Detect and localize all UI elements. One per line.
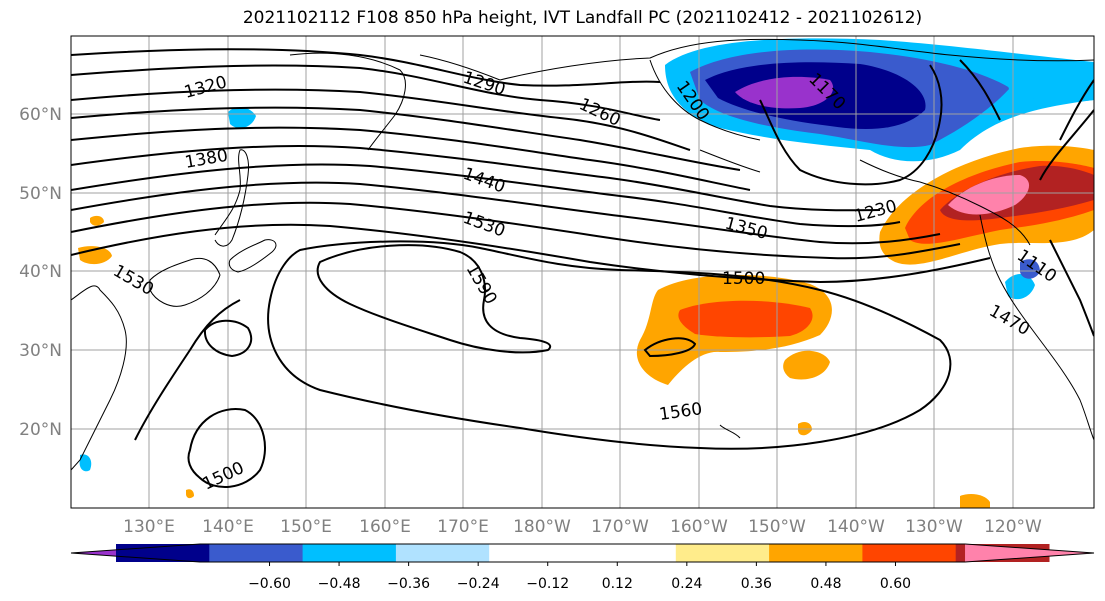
grid-lines — [71, 36, 1094, 508]
lon-label: 160°W — [670, 517, 728, 537]
colorbar-tick-label: 0.60 — [880, 576, 911, 592]
negative-anomaly-alaska — [665, 38, 1094, 162]
colorbar-tick-label: −0.60 — [248, 576, 291, 592]
lon-label: 180°W — [513, 517, 571, 537]
colorbar-segment — [862, 544, 957, 562]
colorbar-tick-label: 0.48 — [810, 576, 841, 592]
colorbar-tick-label: 0.12 — [602, 576, 633, 592]
height-contours — [71, 48, 1094, 489]
colorbar-tick-label: −0.12 — [526, 576, 569, 592]
lon-label: 120°W — [984, 517, 1042, 537]
colorbar-tick-label: −0.48 — [318, 576, 361, 592]
lon-label: 130°W — [905, 517, 963, 537]
latitude-labels: 60°N 50°N 40°N 30°N 20°N — [19, 105, 62, 440]
longitude-labels: 130°E 140°E 150°E 160°E 170°E 180°W 170°… — [123, 517, 1042, 537]
lat-label: 60°N — [19, 105, 62, 125]
colorbar-segment — [582, 544, 677, 562]
colorbar-segment — [302, 544, 397, 562]
map-title: 2021102112 F108 850 hPa height, IVT Land… — [242, 8, 923, 28]
colorbar: −0.60 −0.48 −0.36 −0.24 −0.12 0.12 0.24 0.36 0.4… — [70, 543, 1095, 592]
colorbar-outline — [70, 543, 1095, 563]
lon-label: 130°E — [123, 517, 175, 537]
contour-label: 1500 — [722, 269, 765, 289]
lon-label: 140°W — [827, 517, 885, 537]
colorbar-segment — [209, 544, 304, 562]
map-border — [70, 35, 1095, 509]
lat-label: 50°N — [19, 184, 62, 204]
lat-label: 20°N — [19, 420, 62, 440]
colorbar-tick-label: 0.36 — [741, 576, 772, 592]
lon-label: 140°E — [202, 517, 254, 537]
lat-label: 30°N — [19, 341, 62, 361]
colorbar-segment — [965, 544, 1094, 562]
colorbar-tick-label: 0.24 — [671, 576, 702, 592]
lat-label: 40°N — [19, 262, 62, 282]
colorbar-segment — [675, 544, 770, 562]
colorbar-tick-label: −0.24 — [457, 576, 500, 592]
colorbar-segment — [769, 544, 863, 562]
lon-label: 170°E — [437, 517, 489, 537]
colorbar-tick-label: −0.36 — [387, 576, 430, 592]
lon-label: 150°E — [280, 517, 332, 537]
lon-label: 170°W — [591, 517, 649, 537]
lon-label: 150°W — [748, 517, 806, 537]
colorbar-segment — [395, 544, 490, 562]
colorbar-segment — [489, 544, 583, 562]
lon-label: 160°E — [359, 517, 411, 537]
